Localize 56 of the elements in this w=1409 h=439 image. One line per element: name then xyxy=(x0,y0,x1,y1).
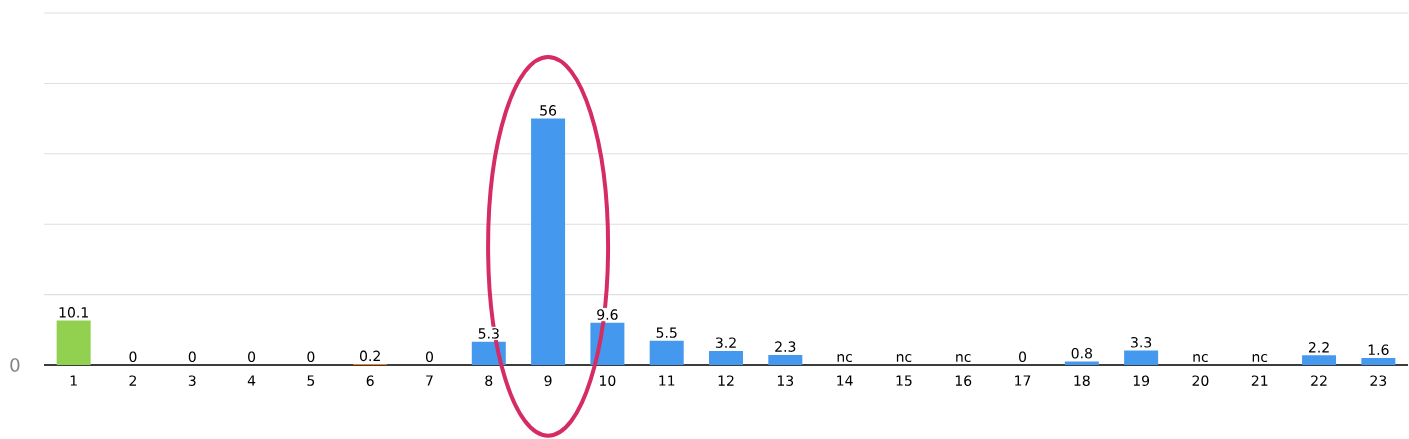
data-label: 0.8 xyxy=(1071,347,1092,359)
x-tick-label: 18 xyxy=(1074,375,1090,386)
x-tick-label: 9 xyxy=(544,375,552,386)
bar xyxy=(1124,350,1159,365)
x-tick-label: 3 xyxy=(188,375,196,386)
x-tick-label: 12 xyxy=(718,375,734,386)
bar xyxy=(1302,355,1337,365)
x-tick-label: 6 xyxy=(366,375,374,386)
x-tick-label: 16 xyxy=(955,375,972,386)
text: nc xyxy=(1252,354,1268,363)
data-label: 2.3 xyxy=(775,341,796,352)
x-tick-label: 14 xyxy=(837,375,853,386)
data-label: 3.3 xyxy=(1131,336,1152,348)
text: nc xyxy=(896,354,912,363)
x-tick-label: 4 xyxy=(247,375,256,386)
data-label: 0 xyxy=(248,351,256,363)
text: nc xyxy=(1193,354,1208,363)
data-label: 0 xyxy=(1018,351,1027,363)
text: nc xyxy=(956,354,971,363)
bar xyxy=(531,118,566,365)
data-label: 0.2 xyxy=(359,350,380,362)
x-tick-label: 22 xyxy=(1311,375,1327,386)
bar xyxy=(768,354,803,365)
x-tick-label: 10 xyxy=(600,375,616,386)
x-tick-label: 11 xyxy=(659,375,675,386)
data-label: 2.2 xyxy=(1308,342,1329,353)
data-label: 5.3 xyxy=(478,328,499,339)
data-label: 9.6 xyxy=(597,309,618,320)
bar xyxy=(1361,357,1396,365)
data-label: 0 xyxy=(425,351,433,363)
data-label: 56 xyxy=(540,105,557,116)
data-label: 0 xyxy=(307,351,315,363)
x-tick-label: 2 xyxy=(129,375,137,386)
data-label: 5.5 xyxy=(656,327,677,338)
x-tick-label: 1 xyxy=(70,375,77,386)
data-label: 0 xyxy=(129,351,137,363)
x-tick-label: 21 xyxy=(1251,375,1268,386)
x-tick-label: 13 xyxy=(777,375,794,386)
text: 0 xyxy=(10,358,20,372)
x-tick-label: 19 xyxy=(1133,375,1150,386)
data-label: 3.2 xyxy=(715,337,736,348)
bar xyxy=(1064,361,1099,365)
x-tick-label: 20 xyxy=(1192,375,1209,386)
bar xyxy=(649,340,684,365)
bar xyxy=(56,320,91,365)
x-tick-label: 15 xyxy=(896,375,912,386)
x-tick-label: 23 xyxy=(1370,375,1387,386)
x-tick-label: 5 xyxy=(307,375,315,386)
data-label: 0 xyxy=(188,351,196,363)
data-label: 10.1 xyxy=(59,307,88,318)
bar xyxy=(709,350,744,365)
x-tick-label: 7 xyxy=(426,375,433,386)
data-label: 1.6 xyxy=(1368,344,1389,356)
text: nc xyxy=(837,354,853,363)
x-tick-label: 8 xyxy=(485,375,493,386)
x-tick-label: 17 xyxy=(1015,375,1031,386)
